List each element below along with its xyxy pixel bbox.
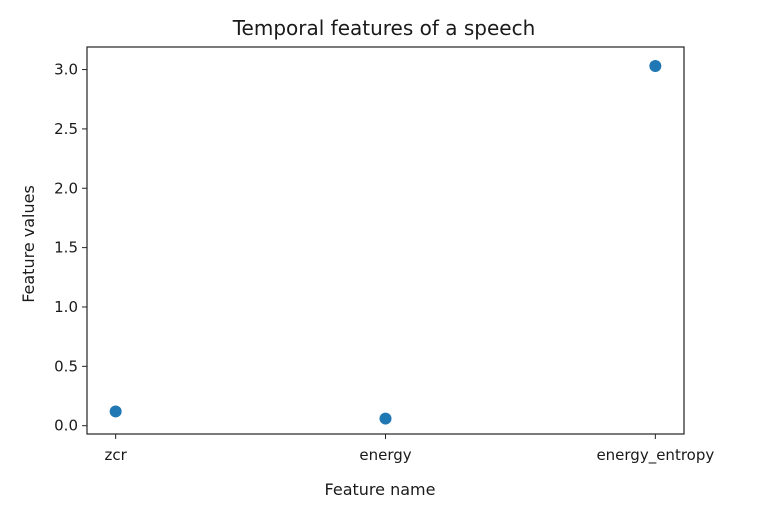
y-tick-label: 3.0 <box>54 61 78 79</box>
y-tick-label: 0.0 <box>54 417 78 435</box>
data-point <box>379 412 392 425</box>
y-tick-label: 2.0 <box>54 179 78 197</box>
y-tick-label: 0.5 <box>54 357 78 375</box>
data-point <box>109 405 122 418</box>
chart-title: Temporal features of a speech <box>232 16 536 40</box>
x-axis-label: Feature name <box>325 480 436 499</box>
y-tick-label: 1.0 <box>54 298 78 316</box>
x-axis: zcr energy energy_entropy <box>105 434 714 465</box>
y-axis-label: Feature values <box>19 185 38 303</box>
data-point <box>649 59 662 72</box>
y-axis: 0.0 0.5 1.0 1.5 2.0 2.5 3.0 <box>54 61 87 435</box>
plot-area <box>86 46 685 435</box>
y-tick-label: 1.5 <box>54 239 78 257</box>
y-tick-label: 2.5 <box>54 120 78 138</box>
x-tick-label: energy_entropy <box>596 446 714 465</box>
data-points <box>109 59 662 425</box>
x-tick-label: zcr <box>105 446 128 464</box>
x-tick-label: energy <box>359 446 411 464</box>
